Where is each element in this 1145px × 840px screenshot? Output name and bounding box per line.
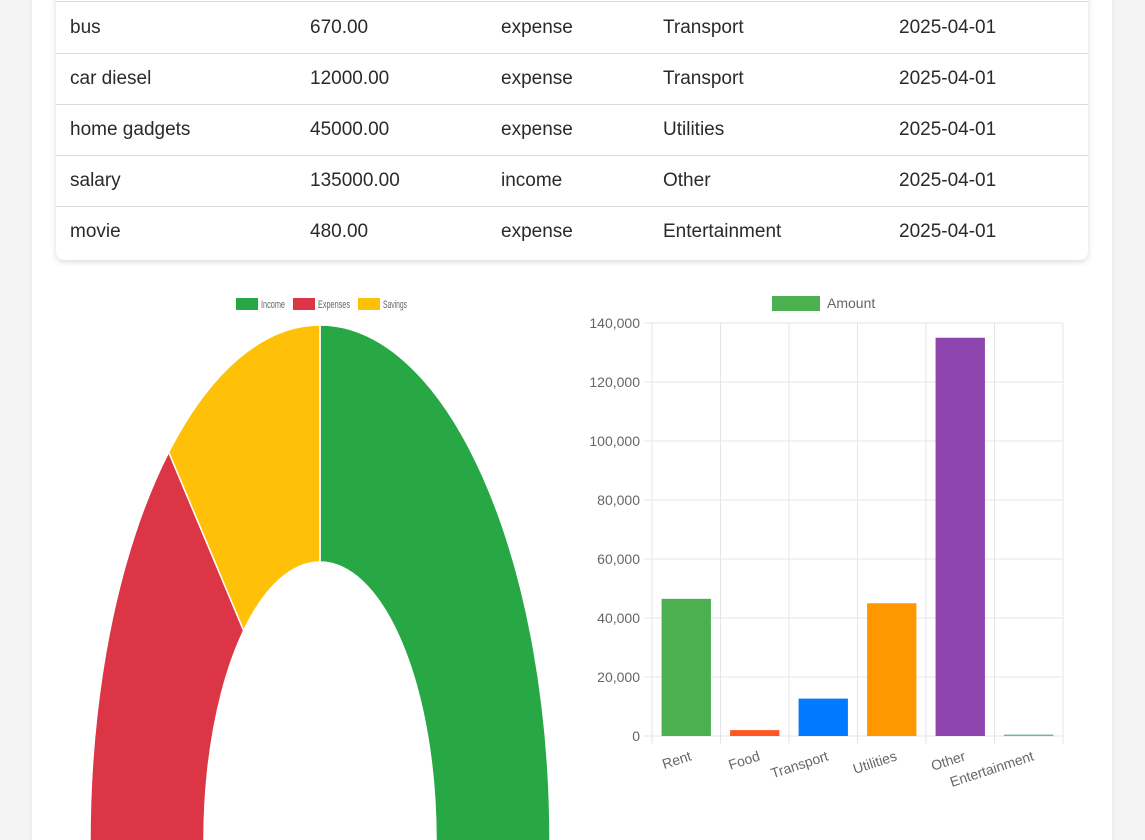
table-row: car diesel 12000.00 expense Transport 2025-0…: [56, 53, 1088, 105]
cell-description: bus: [56, 1, 296, 54]
bar-food[interactable]: [730, 730, 780, 736]
y-tick-label: 140,000: [589, 315, 640, 331]
cell-category: Entertainment: [649, 206, 885, 258]
pie-legend-label[interactable]: Savings: [383, 299, 407, 311]
cell-amount: 135000.00: [296, 155, 487, 207]
table-row: bus 670.00 expense Transport 2025-04-01: [56, 1, 1088, 54]
bar-legend-label[interactable]: Amount: [827, 295, 875, 311]
bar-rent[interactable]: [661, 598, 711, 736]
y-tick-label: 20,000: [597, 669, 640, 685]
cell-category: Transport: [649, 53, 885, 105]
pie-legend-swatch[interactable]: [358, 298, 380, 310]
pie-legend-label[interactable]: Expenses: [318, 299, 350, 311]
cell-type: income: [487, 155, 649, 207]
x-tick-label: Transport: [769, 748, 831, 782]
cell-type: expense: [487, 1, 649, 54]
cell-description: car diesel: [56, 53, 296, 105]
transactions-card: bus 670.00 expense Transport 2025-04-01 car d…: [56, 0, 1088, 260]
pie-slice-expenses[interactable]: [89, 450, 320, 840]
category-bar-chart: Amount 0 20,000 40,000 60,000 80,000 100,000 12…: [589, 295, 1064, 790]
income-expense-pie-chart: Income Expenses Savings: [89, 298, 551, 840]
cell-amount: 670.00: [296, 1, 487, 54]
y-tick-label: 100,000: [589, 433, 640, 449]
x-tick-label: Utilities: [851, 748, 899, 777]
pie-legend-swatch[interactable]: [293, 298, 315, 310]
cell-category: Transport: [649, 1, 885, 54]
table-row: movie 480.00 expense Entertainment 2025-04-0…: [56, 206, 1088, 258]
pie-legend-label[interactable]: Income: [261, 299, 285, 311]
bar-other[interactable]: [935, 337, 985, 736]
cell-type: expense: [487, 206, 649, 258]
cell-description: salary: [56, 155, 296, 207]
y-tick-label: 40,000: [597, 610, 640, 626]
cell-description: home gadgets: [56, 104, 296, 156]
cell-description: movie: [56, 206, 296, 258]
transactions-table: bus 670.00 expense Transport 2025-04-01 car d…: [56, 1, 1088, 258]
cell-date: 2025-04-01: [885, 104, 1088, 156]
cell-category: Other: [649, 155, 885, 207]
cell-date: 2025-04-01: [885, 155, 1088, 207]
cell-type: expense: [487, 104, 649, 156]
cell-type: expense: [487, 53, 649, 105]
cell-date: 2025-04-01: [885, 1, 1088, 54]
cell-date: 2025-04-01: [885, 53, 1088, 105]
cell-date: 2025-04-01: [885, 206, 1088, 258]
pie-slice-income[interactable]: [319, 324, 551, 840]
bar-utilities[interactable]: [867, 603, 917, 736]
y-tick-label: 0: [632, 728, 640, 744]
bar-entertainment[interactable]: [1004, 734, 1054, 736]
cell-category: Utilities: [649, 104, 885, 156]
cell-amount: 45000.00: [296, 104, 487, 156]
x-tick-label: Food: [726, 748, 761, 773]
x-tick-label: Rent: [660, 748, 693, 772]
y-tick-label: 120,000: [589, 374, 640, 390]
cell-amount: 480.00: [296, 206, 487, 258]
pie-legend-swatch[interactable]: [236, 298, 258, 310]
table-row: salary 135000.00 income Other 2025-04-01: [56, 155, 1088, 207]
table-row: home gadgets 45000.00 expense Utilities 2025…: [56, 104, 1088, 156]
y-tick-label: 80,000: [597, 492, 640, 508]
bar-legend-swatch[interactable]: [772, 296, 820, 311]
cell-amount: 12000.00: [296, 53, 487, 105]
bar-transport[interactable]: [798, 698, 848, 736]
pie-slice-savings[interactable]: [167, 324, 321, 633]
y-tick-label: 60,000: [597, 551, 640, 567]
